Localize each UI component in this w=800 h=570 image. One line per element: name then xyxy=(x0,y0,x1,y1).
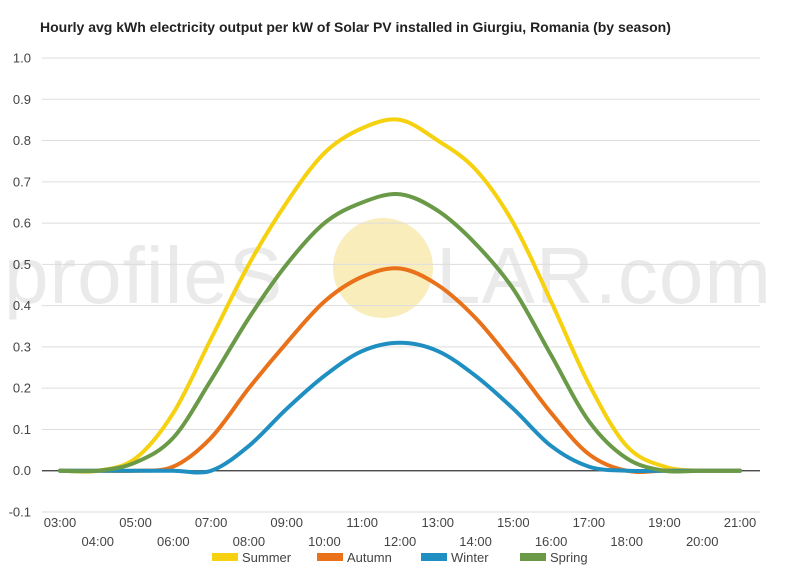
y-tick-label: 0.9 xyxy=(13,92,31,107)
x-tick-label: 16:00 xyxy=(535,534,568,549)
chart-title: Hourly avg kWh electricity output per kW… xyxy=(40,19,671,35)
y-tick-label: 0.4 xyxy=(13,298,31,313)
y-tick-label: 0.2 xyxy=(13,381,31,396)
legend-swatch-summer xyxy=(212,553,238,561)
x-tick-label: 19:00 xyxy=(648,515,681,530)
x-tick-label: 10:00 xyxy=(308,534,341,549)
x-axis-ticks: 03:00 04:00 05:00 06:00 07:00 08:00 09:00 10:00… xyxy=(44,515,757,549)
y-tick-label: 0.7 xyxy=(13,174,31,189)
y-tick-label: 0.8 xyxy=(13,133,31,148)
legend-swatch-winter xyxy=(421,553,447,561)
legend-label-summer: Summer xyxy=(242,550,292,565)
legend-label-winter: Winter xyxy=(451,550,489,565)
series-line-winter xyxy=(58,340,742,475)
legend: Summer Autumn Winter Spring xyxy=(212,550,588,565)
x-tick-label: 18:00 xyxy=(610,534,643,549)
x-tick-label: 15:00 xyxy=(497,515,530,530)
x-tick-label: 03:00 xyxy=(44,515,77,530)
x-tick-label: 11:00 xyxy=(346,515,378,530)
y-axis-ticks: -0.1 0.0 0.1 0.2 0.3 0.4 0.5 0.6 0.7 0.8 0.9 1.0 xyxy=(9,51,31,520)
x-tick-label: 05:00 xyxy=(119,515,152,530)
x-tick-label: 20:00 xyxy=(686,534,719,549)
y-tick-label: 0.6 xyxy=(13,216,31,231)
legend-label-spring: Spring xyxy=(550,550,588,565)
x-tick-label: 17:00 xyxy=(573,515,606,530)
x-tick-label: 04:00 xyxy=(82,534,115,549)
legend-swatch-autumn xyxy=(317,553,343,561)
series-line-spring xyxy=(58,191,742,474)
legend-label-autumn: Autumn xyxy=(347,550,392,565)
series-lines xyxy=(58,117,742,475)
x-tick-label: 06:00 xyxy=(157,534,190,549)
x-tick-label: 08:00 xyxy=(233,534,266,549)
y-tick-label: 0.5 xyxy=(13,257,31,272)
y-tick-label: 1.0 xyxy=(13,51,31,66)
x-tick-label: 09:00 xyxy=(270,515,303,530)
x-tick-label: 12:00 xyxy=(384,534,417,549)
watermark-text-right: LAR.com xyxy=(436,231,772,320)
y-tick-label: 0.0 xyxy=(13,463,31,478)
x-tick-label: 07:00 xyxy=(195,515,228,530)
series-line-summer xyxy=(58,117,742,474)
x-tick-label: 13:00 xyxy=(422,515,455,530)
y-tick-label: 0.3 xyxy=(13,339,31,354)
x-tick-label: 21:00 xyxy=(724,515,757,530)
legend-swatch-spring xyxy=(520,553,546,561)
y-tick-label: 0.1 xyxy=(13,422,31,437)
y-tick-label: -0.1 xyxy=(9,505,31,520)
x-tick-label: 14:00 xyxy=(459,534,492,549)
